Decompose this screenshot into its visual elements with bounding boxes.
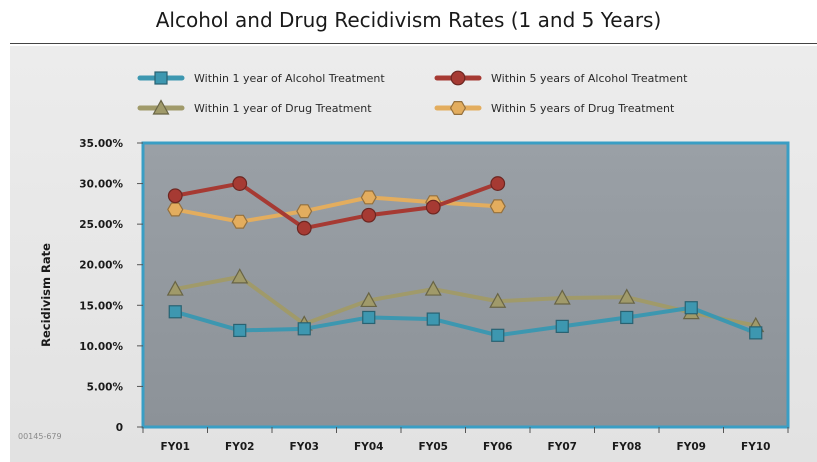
legend-swatch-marker (152, 99, 170, 115)
title-divider (10, 43, 817, 44)
y-axis-label: Recidivism Rate (39, 243, 53, 347)
x-tick-label: FY02 (225, 441, 254, 453)
data-point (233, 323, 247, 338)
data-point (168, 305, 182, 319)
legend-swatch-marker (154, 71, 168, 85)
figure-id-label: 00145-679 (18, 432, 62, 441)
y-tick-label: 15.00% (79, 300, 123, 312)
series-layer (166, 176, 765, 342)
data-point (361, 207, 377, 223)
data-point (167, 202, 184, 217)
legend-label: Within 1 year of Alcohol Treatment (194, 72, 385, 85)
data-point (296, 220, 312, 236)
legend-swatch-marker (449, 100, 467, 116)
y-tick-label: 10.00% (79, 341, 123, 353)
legend-label: Within 5 years of Alcohol Treatment (491, 72, 688, 85)
series-within-5-years-of-alcohol-treatment (167, 176, 506, 236)
data-point (232, 176, 248, 191)
x-tick-label: FY05 (419, 441, 448, 453)
x-tick-label: FY07 (548, 441, 577, 453)
x-tick-label: FY10 (741, 441, 770, 453)
series-within-1-year-of-alcohol-treatment (168, 301, 763, 342)
data-point (489, 292, 507, 308)
series-line (173, 305, 758, 338)
series-line (173, 181, 500, 231)
data-point (360, 291, 378, 308)
chart-title: Alcohol and Drug Recidivism Rates (1 and… (155, 8, 662, 32)
data-point (618, 288, 636, 304)
data-point (749, 326, 763, 340)
legend-label: Within 1 year of Drug Treatment (194, 102, 372, 115)
data-point (426, 312, 440, 326)
data-point (620, 310, 634, 325)
chart-legend: Within 1 year of Alcohol Treatment Within… (137, 70, 688, 116)
legend-label: Within 5 years of Drug Treatment (491, 102, 675, 115)
x-tick-label: FY01 (161, 441, 190, 453)
x-tick-label: FY06 (483, 441, 512, 453)
data-point (425, 199, 441, 215)
data-point (424, 280, 442, 296)
legend-swatch-marker (450, 70, 466, 86)
y-tick-label: 30.00% (79, 179, 123, 191)
y-tick-label: 35.00% (79, 138, 123, 150)
x-tick-label: FY08 (612, 441, 641, 453)
data-point (167, 188, 183, 204)
data-point (489, 199, 506, 214)
data-point (555, 319, 569, 333)
data-point (166, 280, 184, 296)
data-point (491, 328, 505, 342)
chart-axes: 0 5.00% 10.00% 15.00% 20.00% 25.00% 30.00% 35.0… (79, 138, 789, 453)
data-point (297, 322, 311, 336)
y-tick-label: 20.00% (79, 260, 123, 272)
data-point (360, 190, 377, 205)
data-point (684, 301, 698, 315)
x-tick-label: FY04 (354, 441, 383, 453)
series-line (173, 274, 758, 328)
legend-item: Within 5 years of Drug Treatment (434, 100, 675, 116)
legend-item: Within 1 year of Alcohol Treatment (137, 71, 385, 85)
data-point (362, 310, 376, 325)
data-point (296, 204, 313, 219)
data-point (490, 176, 506, 191)
data-point (231, 214, 248, 229)
y-tick-label: 0 (116, 422, 123, 434)
x-tick-label: FY03 (290, 441, 319, 453)
x-tick-label: FY09 (677, 441, 706, 453)
legend-item: Within 1 year of Drug Treatment (137, 99, 372, 115)
y-tick-label: 5.00% (87, 381, 124, 393)
data-point (231, 268, 249, 284)
data-point (553, 289, 571, 305)
y-tick-label: 25.00% (79, 219, 123, 231)
legend-item: Within 5 years of Alcohol Treatment (434, 70, 688, 86)
